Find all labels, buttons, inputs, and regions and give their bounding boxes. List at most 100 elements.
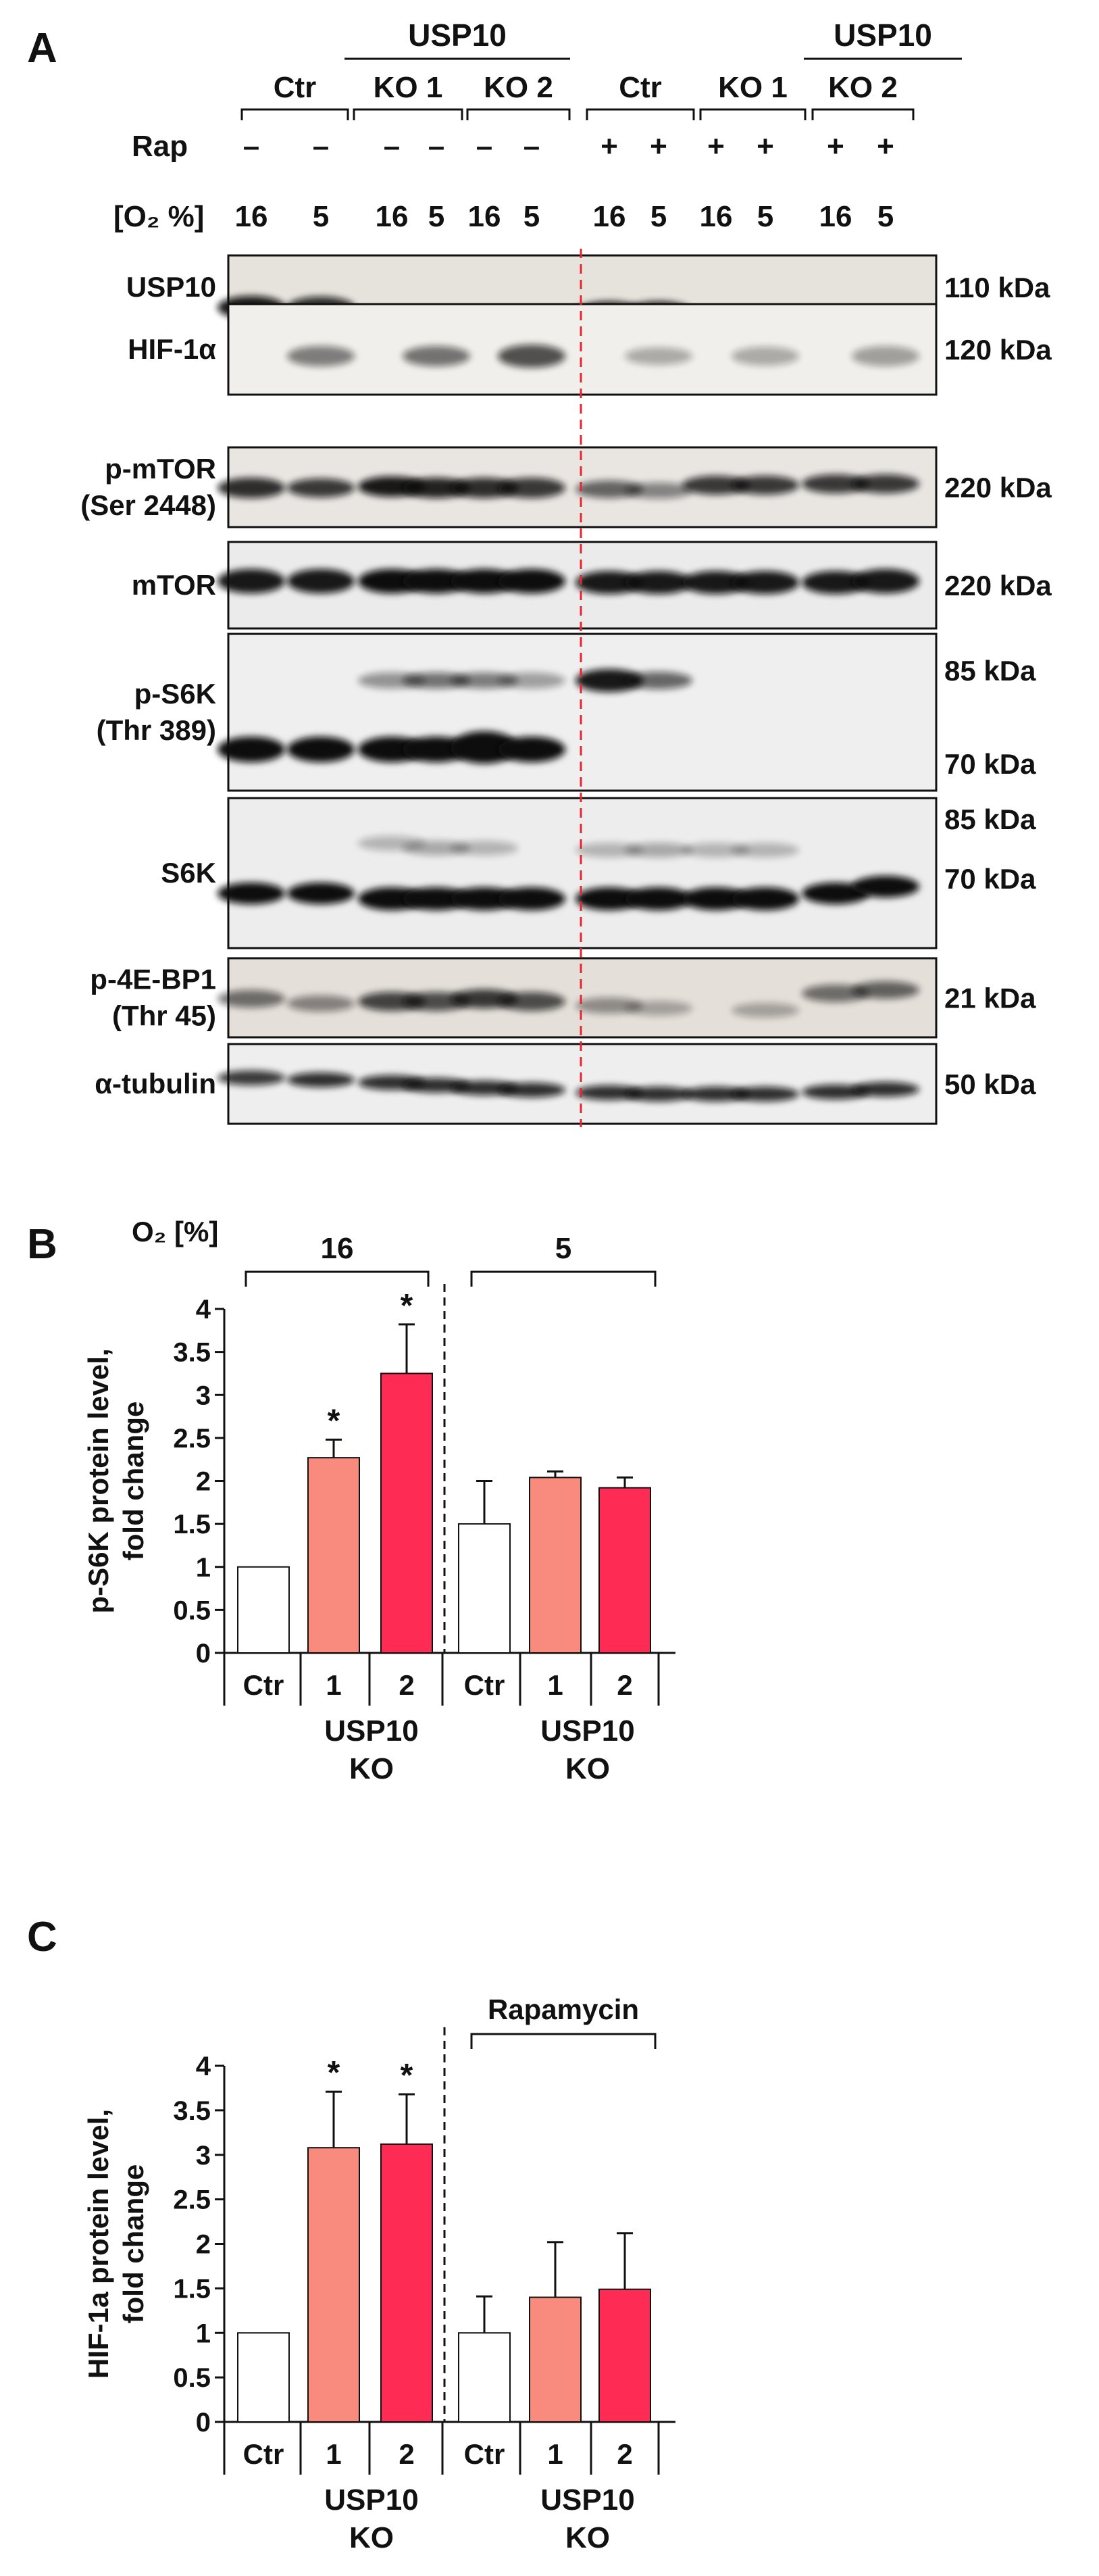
blot-band	[287, 478, 355, 497]
y-tick-label: 3	[196, 1381, 211, 1410]
blot-band	[625, 1001, 692, 1016]
blot-protein-label: S6K	[161, 857, 216, 889]
o2-value: 16	[376, 200, 409, 233]
o2-value: 16	[593, 200, 626, 233]
o2-bracket-label: 5	[555, 1232, 571, 1265]
blot-band	[625, 571, 692, 594]
blot-band	[732, 347, 799, 366]
rap-row-label: Rap	[132, 130, 188, 163]
y-axis-label: p-S6K protein level, fold change	[82, 1348, 149, 1613]
o2-value: 5	[428, 200, 444, 233]
blot-band	[682, 1087, 750, 1101]
blot-strip	[218, 797, 938, 949]
rap-sign: –	[313, 130, 329, 163]
blot-band	[682, 843, 750, 858]
usp10-group-label: USP10	[408, 18, 507, 53]
bar	[458, 1523, 511, 1654]
blot-band	[498, 345, 565, 368]
x-group-label: USP10 KO	[324, 1714, 418, 1785]
blot-protein-label: α-tubulin	[95, 1068, 216, 1099]
blot-band	[852, 1082, 919, 1097]
y-tick-label: 0	[196, 1639, 211, 1668]
blot-protein-label: HIF-1α	[128, 333, 216, 365]
blot-band	[218, 990, 285, 1008]
rap-sign: +	[877, 130, 894, 163]
blot-band	[218, 737, 285, 762]
o2-value: 16	[468, 200, 501, 233]
blot-band	[682, 476, 750, 495]
bar	[380, 1372, 433, 1654]
blot-band	[218, 569, 285, 593]
sample-group-label: KO 1	[374, 71, 443, 104]
sample-group-label: KO 1	[718, 71, 788, 104]
y-tick-label: 0.5	[173, 2363, 211, 2393]
blot-band	[852, 876, 919, 897]
x-category-label: Ctr	[464, 2438, 505, 2470]
o2-row-label: [O₂ %]	[113, 200, 204, 233]
blot-band	[802, 474, 869, 493]
blot-band	[732, 1087, 799, 1101]
o2-bracket-label: 16	[321, 1232, 354, 1265]
blot-strip-frame	[227, 1043, 938, 1125]
sample-group-bracket	[586, 108, 695, 120]
blot-strip	[227, 303, 938, 396]
blot-protein-label: p-S6K (Thr 389)	[97, 678, 216, 746]
rap-sign: –	[428, 130, 444, 163]
blot-strip-frame	[227, 797, 938, 949]
sample-group-label: KO 2	[828, 71, 898, 104]
panel-letter: C	[27, 1914, 57, 1960]
x-category-label: 1	[326, 2438, 341, 2470]
y-tick-label: 0.5	[173, 1595, 211, 1625]
blot-kda-label: 220 kDa	[944, 472, 1052, 503]
blot-band	[498, 887, 565, 910]
x-group-label: USP10 KO	[540, 1714, 634, 1785]
panel-c: C 0 0.5 1 1.5 2 2.5 3 3.5 4 HIF-1a protein level, f…	[27, 1914, 675, 2554]
panel-letter: B	[27, 1221, 57, 1268]
y-tick-label: 3.5	[173, 2096, 211, 2126]
significance-star: *	[328, 1403, 340, 1439]
x-group-label: USP10 KO	[324, 2483, 418, 2554]
blot-band	[682, 887, 750, 910]
rap-sign: +	[707, 130, 725, 163]
blot-band	[625, 482, 692, 499]
y-tick-label: 1	[196, 1553, 211, 1583]
o2-value: 16	[235, 200, 268, 233]
rap-sign: +	[600, 130, 618, 163]
blot-band	[451, 887, 518, 910]
y-axis-label: HIF-1a protein level, fold change	[82, 2109, 149, 2379]
blot-strip	[218, 633, 938, 792]
blot-kda-label: 85 kDa	[944, 803, 1036, 835]
x-category-label: 2	[399, 1669, 414, 1701]
blot-band	[403, 346, 470, 366]
sample-group-bracket	[811, 108, 915, 120]
blot-band	[682, 571, 750, 594]
x-category-label: 1	[326, 1669, 341, 1701]
significance-star: *	[401, 1288, 413, 1324]
x-category-label: Ctr	[243, 1669, 284, 1701]
blot-band	[732, 1003, 799, 1018]
panel-b: B 0 0.5 1 1.5 2 2.5 3 3.5 4 p-S6K protein level, fo…	[27, 1216, 675, 1785]
y-tick-label: 3.5	[173, 1338, 211, 1368]
blot-strip	[218, 541, 938, 630]
blot-band	[287, 995, 355, 1012]
rap-sign: +	[827, 130, 844, 163]
blot-band	[498, 478, 565, 498]
blot-band	[625, 672, 692, 689]
blot-band	[451, 672, 518, 689]
blot-band	[576, 571, 643, 594]
x-category-label: Ctr	[243, 2438, 284, 2470]
rap-sign: –	[476, 130, 492, 163]
blot-band	[403, 569, 470, 593]
x-group-label: USP10 KO	[540, 2483, 634, 2554]
blot-kda-label: 120 kDa	[944, 334, 1052, 366]
blot-band	[852, 569, 919, 593]
sample-group-bracket	[353, 108, 463, 120]
y-tick-label: 2.5	[173, 1424, 211, 1454]
blot-band	[287, 883, 355, 904]
blot-band	[498, 672, 565, 689]
blot-strip	[218, 957, 938, 1039]
blot-band	[403, 672, 470, 689]
rap-sign: +	[757, 130, 774, 163]
o2-axis-label: O₂ [%]	[132, 1216, 218, 1247]
blot-protein-label: p-4E-BP1 (Thr 45)	[90, 964, 216, 1032]
